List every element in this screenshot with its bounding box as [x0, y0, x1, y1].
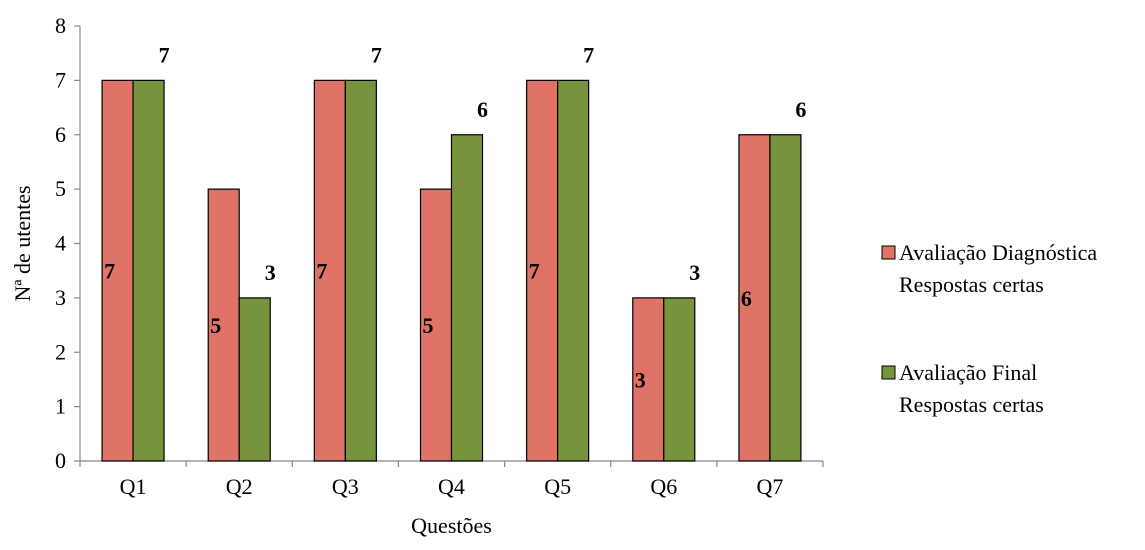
y-tick-label: 1 [55, 394, 66, 419]
x-tick-label: Q5 [544, 474, 571, 499]
bars-group [101, 79, 802, 462]
x-tick-label: Q3 [332, 474, 359, 499]
y-tick-label: 8 [55, 13, 66, 38]
bar-final-q2 [238, 297, 271, 462]
bar-diagnostica-q7 [738, 134, 771, 462]
y-tick-label: 3 [55, 285, 66, 310]
legend-swatch [881, 245, 896, 260]
data-label: 6 [477, 97, 488, 122]
data-label: 5 [423, 313, 434, 338]
bar-diagnostica-q6 [632, 297, 665, 462]
x-tick-label: Q6 [650, 474, 677, 499]
bar-final-q7 [769, 134, 802, 462]
y-axis-title: Nª de utentes [10, 185, 35, 301]
legend: Avaliação Diagnóstica Respostas certas Ava… [881, 240, 1097, 417]
legend-label: Respostas certas [899, 272, 1044, 297]
x-tick-label: Q2 [226, 474, 253, 499]
x-axis-title: Questões [411, 513, 492, 538]
data-label: 6 [741, 286, 752, 311]
x-tick-label: Q1 [120, 474, 147, 499]
x-tick-label: Q7 [756, 474, 783, 499]
bar-final-q4 [450, 134, 484, 462]
data-label: 3 [265, 260, 276, 285]
data-label: 7 [316, 259, 327, 284]
legend-label: Respostas certas [899, 392, 1044, 417]
axes-group: 0 1 2 3 4 5 6 7 8 Q1 Q2 Q3 Q4 Q5 Q6 Q7 [55, 13, 824, 499]
bar-diagnostica-q2 [207, 188, 240, 462]
bar-final-q3 [344, 79, 377, 462]
y-tick-label: 7 [55, 67, 66, 92]
bar-final-q5 [557, 79, 590, 462]
y-tick-label: 4 [55, 231, 66, 256]
legend-label: Avaliação Final [899, 360, 1037, 385]
data-label: 7 [583, 42, 594, 67]
x-tick-label: Q4 [438, 474, 465, 499]
y-tick-label: 5 [55, 176, 66, 201]
bar-diagnostica-q3 [313, 79, 346, 462]
bar-final-q1 [132, 79, 165, 462]
bar-final-q6 [663, 297, 696, 462]
legend-label: Avaliação Diagnóstica [899, 240, 1097, 265]
bar-diagnostica-q1 [101, 79, 134, 462]
y-ticks: 0 1 2 3 4 5 6 7 8 [55, 13, 80, 473]
bar-diagnostica-q5 [526, 79, 559, 462]
y-tick-label: 6 [55, 122, 66, 147]
x-ticks: Q1 Q2 Q3 Q4 Q5 Q6 Q7 [79, 461, 824, 499]
data-label: 3 [635, 367, 646, 392]
legend-swatch [881, 365, 896, 380]
data-label: 5 [210, 313, 221, 338]
data-label: 3 [689, 260, 700, 285]
data-labels-group: 7 7 5 3 7 7 5 6 7 7 3 3 6 6 [104, 42, 806, 392]
y-tick-label: 0 [55, 448, 66, 473]
data-label: 7 [159, 42, 170, 67]
data-label: 7 [104, 259, 115, 284]
data-label: 7 [529, 259, 540, 284]
data-label: 7 [371, 42, 382, 67]
y-tick-label: 2 [55, 339, 66, 364]
data-label: 6 [795, 97, 806, 122]
